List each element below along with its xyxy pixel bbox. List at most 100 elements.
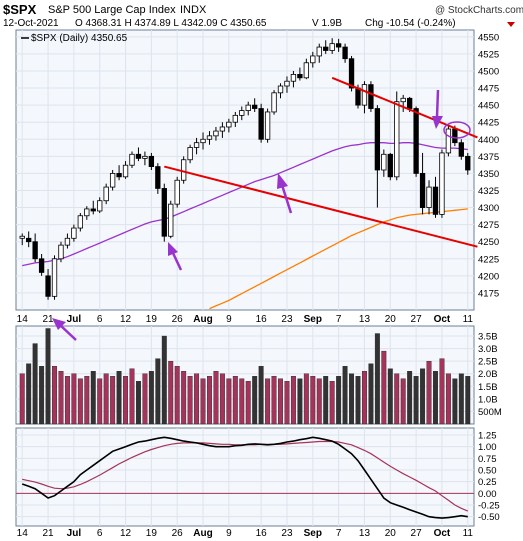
- candle-body: [51, 258, 58, 297]
- candle-body: [432, 186, 439, 215]
- candle-body: [348, 58, 355, 89]
- x-tick-label: 14: [17, 528, 29, 539]
- macd-tick-label: 0.75: [478, 454, 497, 465]
- volume-bar: [84, 376, 90, 425]
- price-tick-label: 4300: [478, 203, 499, 214]
- candle-body: [155, 166, 161, 189]
- price-tick-label: 4250: [478, 237, 499, 248]
- candle-body: [264, 111, 271, 140]
- volume-bar: [103, 373, 109, 425]
- volume-bar: [433, 371, 438, 425]
- candle-body: [71, 227, 77, 239]
- price-tick-label: 4175: [478, 288, 499, 299]
- volume-bar: [226, 378, 232, 425]
- candle-body: [335, 43, 342, 48]
- price-tick-label: 4550: [478, 32, 499, 43]
- x-tick-label: Jul: [67, 314, 82, 325]
- volume-bar: [39, 366, 45, 425]
- volume-bar: [26, 363, 32, 425]
- volume-bar: [142, 373, 148, 425]
- price-tick-label: 4275: [478, 220, 499, 231]
- candle-body: [277, 85, 284, 94]
- volume-bar: [135, 381, 141, 425]
- volume-bar: [284, 381, 290, 425]
- volume-bar: [271, 376, 277, 425]
- volume-bar: [342, 366, 348, 425]
- candle-body: [394, 101, 400, 178]
- candle-body: [45, 275, 51, 297]
- x-tick-label: 12: [120, 528, 132, 539]
- price-tick-label: 4325: [478, 186, 499, 197]
- candle-body: [458, 142, 464, 157]
- annotation-arrow: [432, 89, 443, 129]
- x-tick-label: 21: [42, 314, 54, 325]
- candle-body: [148, 155, 155, 167]
- x-tick-label: Aug: [193, 528, 212, 539]
- x-tick-label: 27: [411, 528, 423, 539]
- price-tick-label: 4525: [478, 49, 499, 60]
- candle-body: [271, 92, 277, 113]
- x-tick-label: 7: [336, 314, 342, 325]
- candle-body: [452, 128, 458, 144]
- x-tick-label: 16: [256, 314, 268, 325]
- volume-bar: [413, 376, 419, 425]
- volume-bar: [64, 376, 70, 425]
- x-tick-label: Oct: [434, 314, 451, 325]
- price-tick-label: 4425: [478, 118, 499, 129]
- candle-body: [361, 84, 368, 106]
- volume-bar: [239, 378, 245, 425]
- candle-body: [116, 173, 122, 178]
- volume-bar: [71, 373, 77, 425]
- price-panel: [15, 29, 475, 311]
- candle-body: [284, 80, 290, 87]
- macd-tick-label: 1.00: [478, 442, 497, 453]
- volume-tick-label: 1.0B: [478, 394, 498, 405]
- volume-bar: [58, 371, 64, 425]
- volume-bar: [303, 373, 309, 425]
- volume-bar: [200, 378, 206, 425]
- candle-body: [77, 215, 84, 229]
- candle-body: [445, 128, 452, 154]
- volume-bar: [213, 371, 219, 425]
- volume-bar: [400, 378, 406, 425]
- volume-bar: [110, 376, 116, 425]
- x-tick-label: 20: [385, 528, 397, 539]
- candle-body: [58, 244, 64, 260]
- macd-tick-label: 1.25: [478, 431, 497, 442]
- volume-tick-label: 2.5B: [478, 357, 498, 368]
- x-tick-label: 26: [172, 528, 184, 539]
- macd-tick-label: 0.25: [478, 477, 497, 488]
- price-tick-label: 4350: [478, 169, 499, 180]
- volume-bar: [387, 368, 393, 425]
- volume-bar: [420, 368, 426, 425]
- candle-body: [239, 110, 245, 116]
- volume-bar: [232, 376, 238, 425]
- x-tick-label: 16: [256, 528, 268, 539]
- volume-bar: [174, 366, 180, 425]
- volume-bar: [181, 371, 187, 425]
- volume-bar: [90, 371, 96, 425]
- volume-bar: [52, 366, 57, 425]
- candle-body: [219, 126, 226, 132]
- x-tick-label: 9: [226, 314, 232, 325]
- candle-body: [129, 153, 135, 166]
- candle-body: [193, 142, 200, 148]
- volume-bar: [323, 376, 329, 425]
- candle-body: [206, 135, 213, 140]
- volume-bar: [19, 373, 25, 425]
- date-label: 12-Oct-2021: [3, 18, 59, 29]
- volume-bar: [439, 358, 445, 425]
- volume-bar: [258, 366, 264, 425]
- candle-body: [135, 153, 142, 159]
- candle-body: [252, 104, 258, 109]
- volume-bar: [297, 378, 303, 425]
- x-tick-label: Aug: [193, 314, 212, 325]
- volume-bar: [278, 378, 283, 425]
- x-tick-label: 13: [359, 528, 371, 539]
- candle-body: [103, 186, 109, 202]
- x-tick-label: 14: [17, 314, 29, 325]
- volume-bar: [290, 376, 296, 425]
- x-tick-label: Oct: [434, 528, 451, 539]
- watermark: @ StockCharts.com: [435, 5, 523, 16]
- volume-bar: [161, 335, 167, 425]
